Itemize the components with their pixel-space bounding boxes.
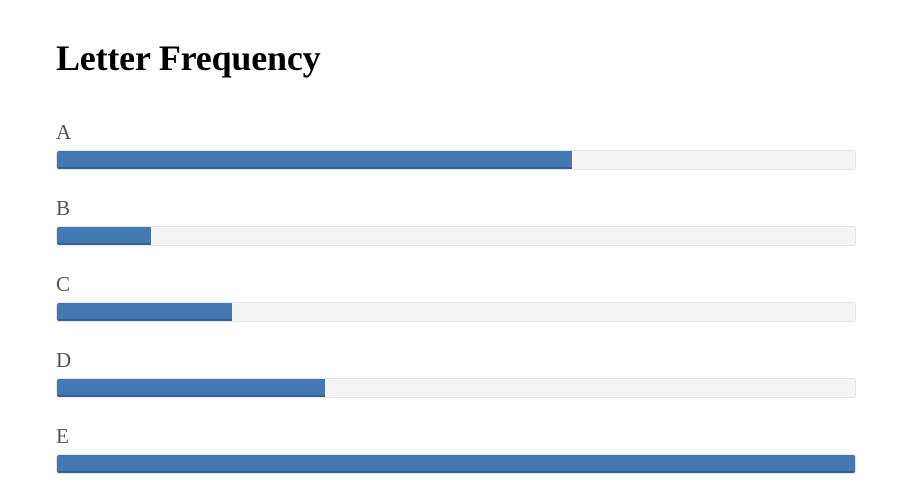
bar-track: [56, 150, 856, 170]
bar-chart: A B C D E: [56, 118, 856, 498]
bar-d: [57, 379, 325, 397]
bar-row-a: A: [56, 118, 856, 194]
bar-label: B: [56, 196, 71, 220]
bar-label: A: [56, 120, 72, 144]
bar-track: [56, 302, 856, 322]
bar-row-c: C: [56, 270, 856, 346]
bar-row-b: B: [56, 194, 856, 270]
bar-a: [57, 151, 572, 169]
bar-track: [56, 226, 856, 246]
bar-row-d: D: [56, 346, 856, 422]
bar-c: [57, 303, 233, 321]
bar-label: D: [56, 348, 72, 372]
bar-e: [57, 455, 855, 473]
page-title: Letter Frequency: [56, 38, 321, 78]
bar-track: [56, 454, 856, 474]
bar-row-e: E: [56, 422, 856, 498]
bar-label: E: [56, 424, 69, 448]
bar-b: [57, 227, 151, 245]
bar-label: C: [56, 272, 71, 296]
bar-track: [56, 378, 856, 398]
